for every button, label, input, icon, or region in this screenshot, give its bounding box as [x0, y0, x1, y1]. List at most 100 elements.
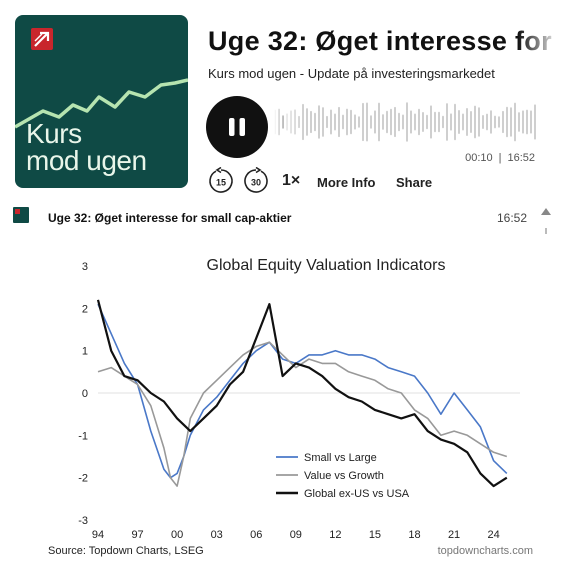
- more-info-button[interactable]: More Info: [317, 175, 376, 190]
- pause-button[interactable]: [206, 96, 268, 158]
- cover-trend-line: [15, 78, 188, 129]
- y-tick-label: 2: [82, 303, 88, 315]
- waveform-bar: [342, 114, 344, 130]
- x-tick-label: 94: [92, 529, 104, 541]
- waveform-bar: [454, 103, 456, 141]
- waveform-bar: [518, 112, 520, 132]
- waveform-bar: [446, 103, 448, 141]
- y-tick-label: 1: [82, 346, 88, 358]
- x-tick-label: 00: [171, 529, 183, 541]
- waveform-bar: [534, 104, 536, 140]
- mini-episode-title: Uge 32: Øget interesse for small cap-akt…: [48, 211, 292, 225]
- series-line-3: [96, 299, 508, 488]
- elapsed-time: 00:10: [465, 152, 493, 164]
- x-tick-label: 15: [369, 529, 381, 541]
- waveform-bar: [306, 108, 308, 136]
- waveform-bar: [362, 102, 364, 142]
- rewind-15-label: 15: [216, 178, 226, 188]
- waveform-bar: [338, 106, 340, 138]
- scroll-up-arrow-icon[interactable]: [541, 208, 551, 215]
- waveform-bar: [478, 107, 480, 137]
- waveform-bar: [458, 109, 460, 135]
- x-tick-label: 21: [448, 529, 460, 541]
- total-duration: 16:52: [507, 152, 535, 164]
- rewind-15-button[interactable]: 15: [207, 167, 235, 195]
- x-tick-label: 18: [408, 529, 420, 541]
- y-tick-label: 3: [82, 261, 88, 273]
- waveform-bar: [430, 105, 432, 139]
- chart-title: Global Equity Valuation Indicators: [207, 257, 446, 274]
- legend-label: Global ex-US vs USA: [304, 488, 410, 500]
- waveform-bar: [502, 110, 504, 134]
- waveform-bar: [406, 102, 408, 142]
- time-separator: |: [498, 152, 502, 164]
- y-tick-label: -1: [78, 430, 88, 442]
- waveform-bar: [514, 102, 516, 142]
- waveform-bar: [462, 113, 464, 131]
- show-name[interactable]: Kurs mod ugen - Update på investeringsma…: [208, 66, 495, 81]
- waveform-bar: [318, 105, 320, 139]
- scrollbar-thumb[interactable]: [545, 228, 547, 234]
- x-tick-label: 12: [329, 529, 341, 541]
- cover-title-line2: mod ugen: [26, 145, 147, 176]
- y-tick-label: 0: [82, 388, 88, 400]
- waveform-bar: [470, 110, 472, 134]
- waveform-bar: [358, 116, 360, 128]
- waveform-bar: [526, 109, 528, 135]
- y-tick-label: -3: [78, 515, 88, 527]
- mini-cover-thumbnail: [13, 207, 29, 223]
- waveform-bar: [326, 115, 328, 129]
- waveform-bar: [346, 108, 348, 136]
- waveform-bar: [374, 110, 376, 134]
- waveform-bar: [450, 113, 452, 131]
- waveform-bar: [394, 106, 396, 138]
- waveform-bar: [498, 116, 500, 128]
- share-button[interactable]: Share: [396, 175, 433, 190]
- waveform-bar: [386, 110, 388, 134]
- waveform-bar: [402, 114, 404, 130]
- podcast-logo: [31, 28, 53, 50]
- x-tick-label: 24: [488, 529, 500, 541]
- episode-title: Uge 32: Øget interesse for small cap-akt…: [208, 26, 568, 56]
- playback-time: 00:10 | 16:52: [462, 152, 538, 164]
- waveform-bar: [530, 110, 532, 134]
- legend-label: Value vs Growth: [304, 470, 384, 482]
- waveform-bar: [510, 107, 512, 137]
- x-tick-label: 09: [290, 529, 302, 541]
- waveform-bar: [438, 111, 440, 133]
- cover-title: Kurs mod ugen: [26, 118, 147, 176]
- waveform-bar: [486, 113, 488, 131]
- waveform-bar: [350, 109, 352, 135]
- x-tick-label: 06: [250, 529, 262, 541]
- mini-duration: 16:52: [497, 211, 528, 225]
- waveform-bar: [354, 114, 356, 130]
- forward-30-label: 30: [251, 178, 261, 188]
- waveform-bar: [466, 107, 468, 137]
- waveform-bar: [370, 115, 372, 129]
- x-tick-label: 03: [211, 529, 223, 541]
- waveform-bar: [330, 109, 332, 135]
- waveform-bar: [382, 114, 384, 130]
- y-tick-label: -2: [78, 473, 88, 485]
- playback-speed-button[interactable]: 1×: [282, 172, 301, 189]
- waveform-bar: [422, 112, 424, 132]
- waveform-bar: [474, 105, 476, 139]
- waveform-bar: [410, 110, 412, 134]
- cover-title-line1: Kurs: [26, 118, 82, 149]
- podcast-cover-art: Kurs mod ugen: [15, 15, 188, 188]
- audio-waveform[interactable]: [274, 96, 542, 148]
- series-line-1: [97, 303, 508, 479]
- mini-player-bar[interactable]: Uge 32: Øget interesse for small cap-akt…: [0, 200, 568, 230]
- waveform-bar: [434, 111, 436, 133]
- x-tick-label: 97: [131, 529, 143, 541]
- waveform-bar: [334, 113, 336, 131]
- waveform-bar: [398, 112, 400, 132]
- waveform-bar: [314, 112, 316, 132]
- title-fade: [518, 22, 568, 62]
- waveform-bar: [482, 114, 484, 130]
- legend-label: Small vs Large: [304, 452, 377, 464]
- forward-30-button[interactable]: 30: [242, 167, 270, 195]
- waveform-bar: [310, 110, 312, 134]
- chart-svg: Global Equity Valuation Indicators 3210-…: [48, 257, 533, 557]
